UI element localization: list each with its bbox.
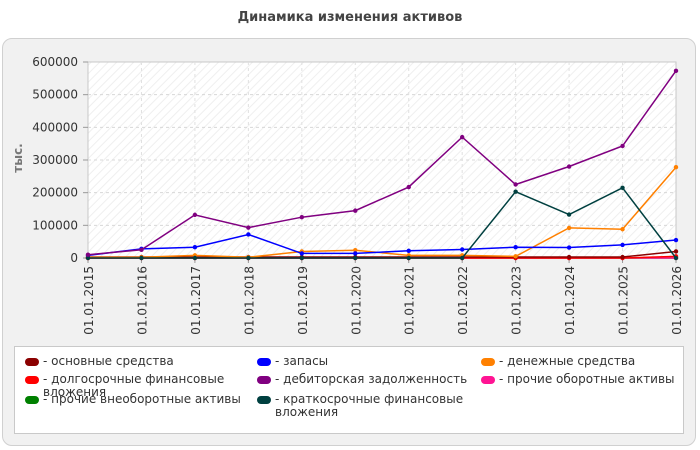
legend-swatch [25, 396, 39, 404]
x-tick-label: 01.01.2025 [617, 266, 631, 335]
data-point [673, 68, 679, 74]
data-point [620, 242, 625, 248]
data-point [192, 212, 198, 218]
data-point [566, 212, 572, 217]
data-point [459, 247, 465, 252]
data-point [673, 255, 679, 261]
x-tick-label: 01.01.2016 [135, 266, 149, 335]
data-point [353, 255, 358, 261]
legend-label: - основные средства [43, 354, 174, 368]
legend-swatch [25, 358, 39, 366]
legend-label: - прочие оборотные активы [499, 372, 675, 386]
data-point [139, 255, 144, 261]
series-line [87, 233, 677, 257]
data-point [620, 185, 625, 190]
legend-item: - запасы [257, 355, 472, 368]
legend-item: - прочие внеоборотные активы [25, 393, 245, 406]
legend-label: - дебиторская задолженность [275, 372, 468, 386]
axes: 0 100000 200000 300000 400000 500000 600000 01.… [32, 55, 684, 335]
x-tick-label: 01.01.2023 [510, 266, 524, 335]
data-point [246, 225, 251, 230]
legend-label: - краткосрочные финансовые вложения [275, 392, 464, 419]
data-point [459, 255, 465, 261]
data-point [246, 232, 251, 237]
x-tick-label: 01.01.2022 [456, 266, 470, 335]
legend-label: - прочие внеоборотные активы [43, 392, 241, 406]
legend-swatch [481, 358, 495, 366]
legend-label: - запасы [275, 354, 329, 368]
data-point [673, 237, 679, 243]
legend-item: - основные средства [25, 355, 245, 368]
data-point [85, 255, 91, 261]
legend-item: - краткосрочные финансовые вложения [257, 393, 472, 419]
legend: - основные средства - долгосрочные финанс… [14, 346, 684, 434]
series-line [88, 250, 677, 258]
data-point [299, 251, 305, 256]
legend-swatch [257, 376, 271, 384]
legend-item: - долгосрочные финансовые вложения [25, 373, 245, 399]
legend-swatch [257, 396, 271, 404]
y-axis-label: тыс. [11, 143, 25, 172]
data-point [673, 249, 679, 254]
legend-item: - денежные средства [481, 355, 681, 368]
data-point [353, 208, 358, 213]
chart-title: Динамика изменения активов [237, 10, 463, 25]
x-tick-label: 01.01.2018 [242, 266, 256, 335]
data-point [299, 255, 305, 261]
series-line [87, 70, 677, 256]
x-tick-label: 01.01.2015 [82, 266, 96, 335]
legend-swatch [25, 376, 39, 384]
data-point [353, 251, 358, 256]
data-point [620, 143, 625, 149]
y-tick-label: 600000 [32, 55, 78, 69]
data-point [566, 245, 572, 250]
x-tick-label: 01.01.2017 [189, 266, 203, 335]
x-tick-label: 01.01.2021 [403, 266, 417, 335]
x-tick-label: 01.01.2019 [296, 266, 310, 335]
data-point [513, 245, 518, 250]
legend-swatch [257, 358, 271, 366]
legend-label: - долгосрочные финансовые вложения [43, 372, 225, 399]
data-point [299, 214, 305, 220]
grid-lines [88, 62, 676, 258]
y-tick-label: 400000 [32, 120, 78, 134]
data-point [406, 248, 411, 254]
data-point [513, 254, 518, 259]
legend-item: - дебиторская задолженность [257, 373, 472, 386]
data-point [459, 134, 465, 140]
data-point [513, 189, 518, 194]
series-group [85, 68, 679, 261]
data-point [673, 164, 679, 170]
data-point [353, 247, 358, 253]
legend-item: - прочие оборотные активы [481, 373, 681, 386]
y-tick-label: 500000 [32, 88, 78, 102]
data-point [406, 184, 411, 190]
y-tick-label: 200000 [32, 186, 78, 200]
x-tick-label: 01.01.2020 [349, 266, 363, 335]
series-line [88, 186, 677, 259]
data-point [566, 164, 572, 169]
data-point [85, 252, 91, 257]
data-point [192, 255, 198, 261]
data-point [566, 254, 572, 260]
y-tick-label: 100000 [32, 218, 78, 232]
data-point [139, 247, 144, 253]
data-point [513, 182, 518, 187]
data-point [192, 245, 198, 250]
x-tick-label: 01.01.2026 [670, 266, 684, 335]
y-tick-label: 0 [70, 251, 78, 265]
data-point [406, 255, 411, 261]
y-tick-label: 300000 [32, 153, 78, 167]
legend-label: - денежные средства [499, 354, 636, 368]
data-point [246, 255, 251, 261]
legend-swatch [481, 376, 495, 384]
data-point [620, 254, 625, 260]
data-point [620, 227, 625, 232]
data-point [566, 225, 572, 231]
x-tick-label: 01.01.2024 [563, 266, 577, 335]
